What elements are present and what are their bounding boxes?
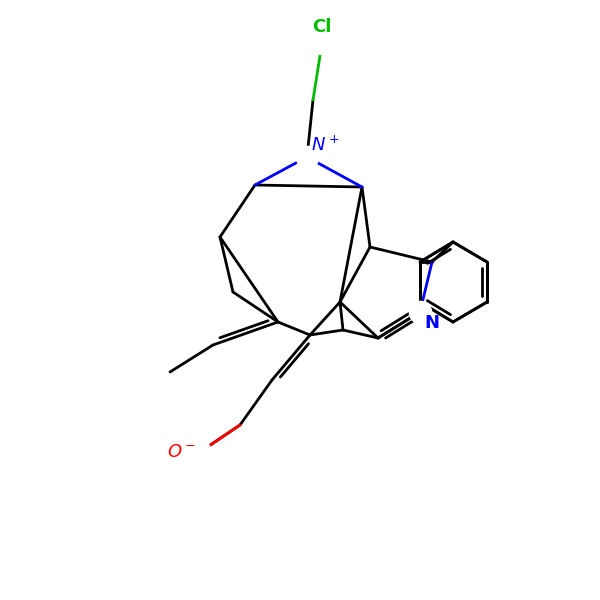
Text: N: N (424, 314, 439, 332)
Text: Cl: Cl (313, 18, 332, 36)
Text: $O^-$: $O^-$ (167, 443, 196, 461)
Text: $N^+$: $N^+$ (311, 136, 340, 155)
